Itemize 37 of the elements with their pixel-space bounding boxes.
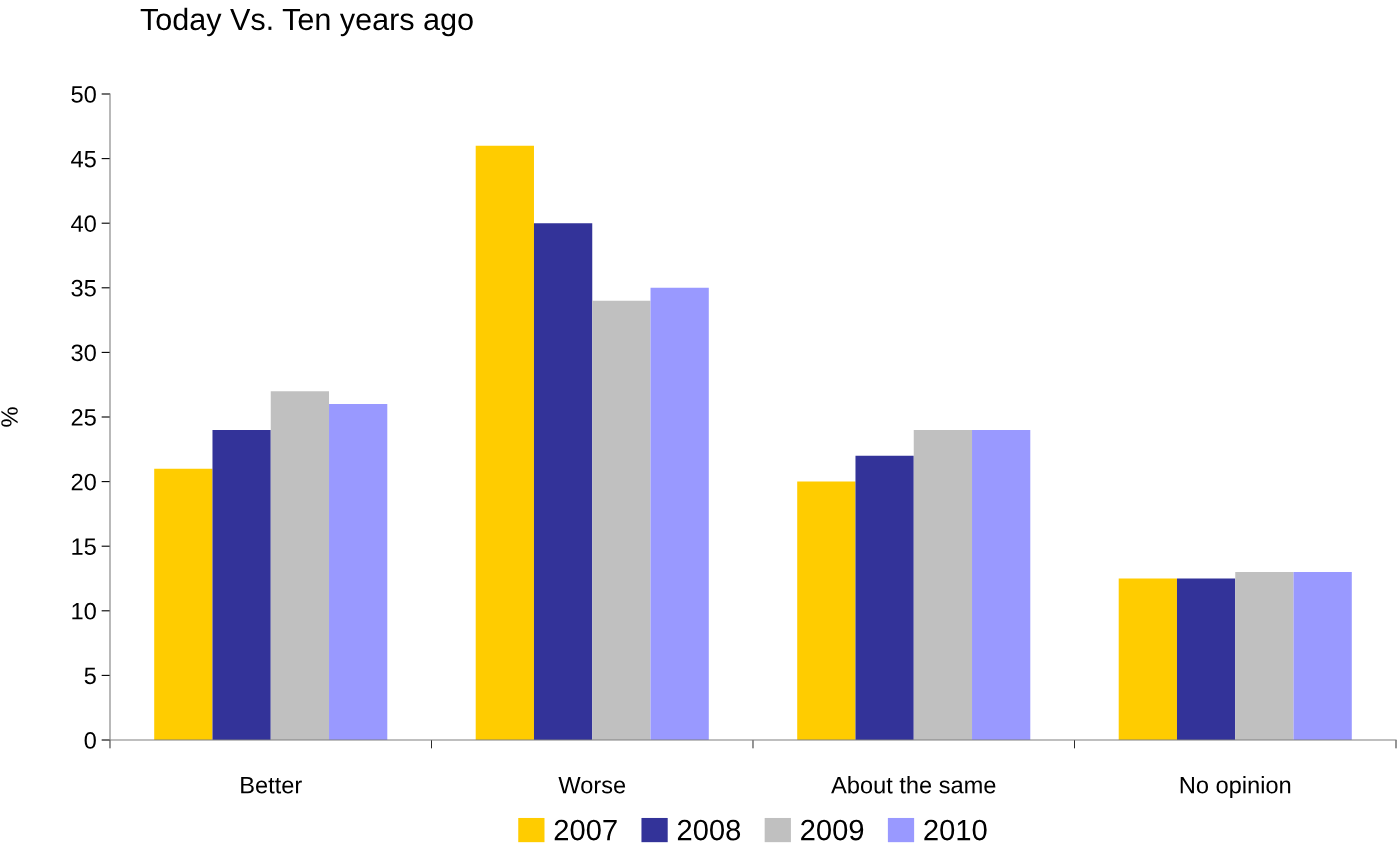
x-tick-label: Better	[241, 776, 302, 794]
y-tick-label: 45	[71, 150, 96, 168]
y-tick-label: 5	[84, 667, 96, 685]
y-tick-label: 0	[84, 732, 96, 749]
legend-label: 2008	[677, 819, 741, 841]
bar	[650, 287, 709, 740]
chart-title: Today Vs. Ten years ago	[140, 7, 473, 37]
bar	[475, 145, 534, 740]
y-tick-label: 25	[71, 409, 96, 426]
bar	[972, 429, 1031, 740]
y-tick-label: 20	[71, 473, 96, 491]
y-tick-label: 35	[71, 279, 96, 297]
bar	[592, 300, 651, 740]
y-tick-label: 30	[71, 344, 96, 362]
x-tick-label: Worse	[558, 776, 626, 794]
legend-label: 2010	[924, 819, 987, 841]
y-tick-label: 10	[72, 602, 96, 620]
x-tick-label: No opinion	[1180, 776, 1291, 799]
bar	[1118, 578, 1177, 740]
legend-label: 2009	[801, 819, 864, 841]
bar	[329, 404, 388, 740]
x-tick-label: About the same	[831, 776, 996, 794]
bar	[913, 429, 973, 740]
bar	[533, 223, 593, 740]
bar	[1235, 572, 1294, 740]
bar	[1176, 578, 1236, 740]
bar	[797, 481, 856, 740]
bar	[154, 468, 213, 740]
y-tick-label: 40	[71, 215, 96, 232]
y-tick-label: 50	[71, 86, 96, 103]
y-axis-title: %	[1, 407, 18, 427]
legend-label: 2007	[554, 819, 617, 841]
y-tick-label: 15	[72, 538, 96, 555]
bar	[1293, 572, 1352, 740]
bar	[855, 455, 914, 740]
bar	[212, 429, 271, 740]
bar	[270, 391, 330, 740]
